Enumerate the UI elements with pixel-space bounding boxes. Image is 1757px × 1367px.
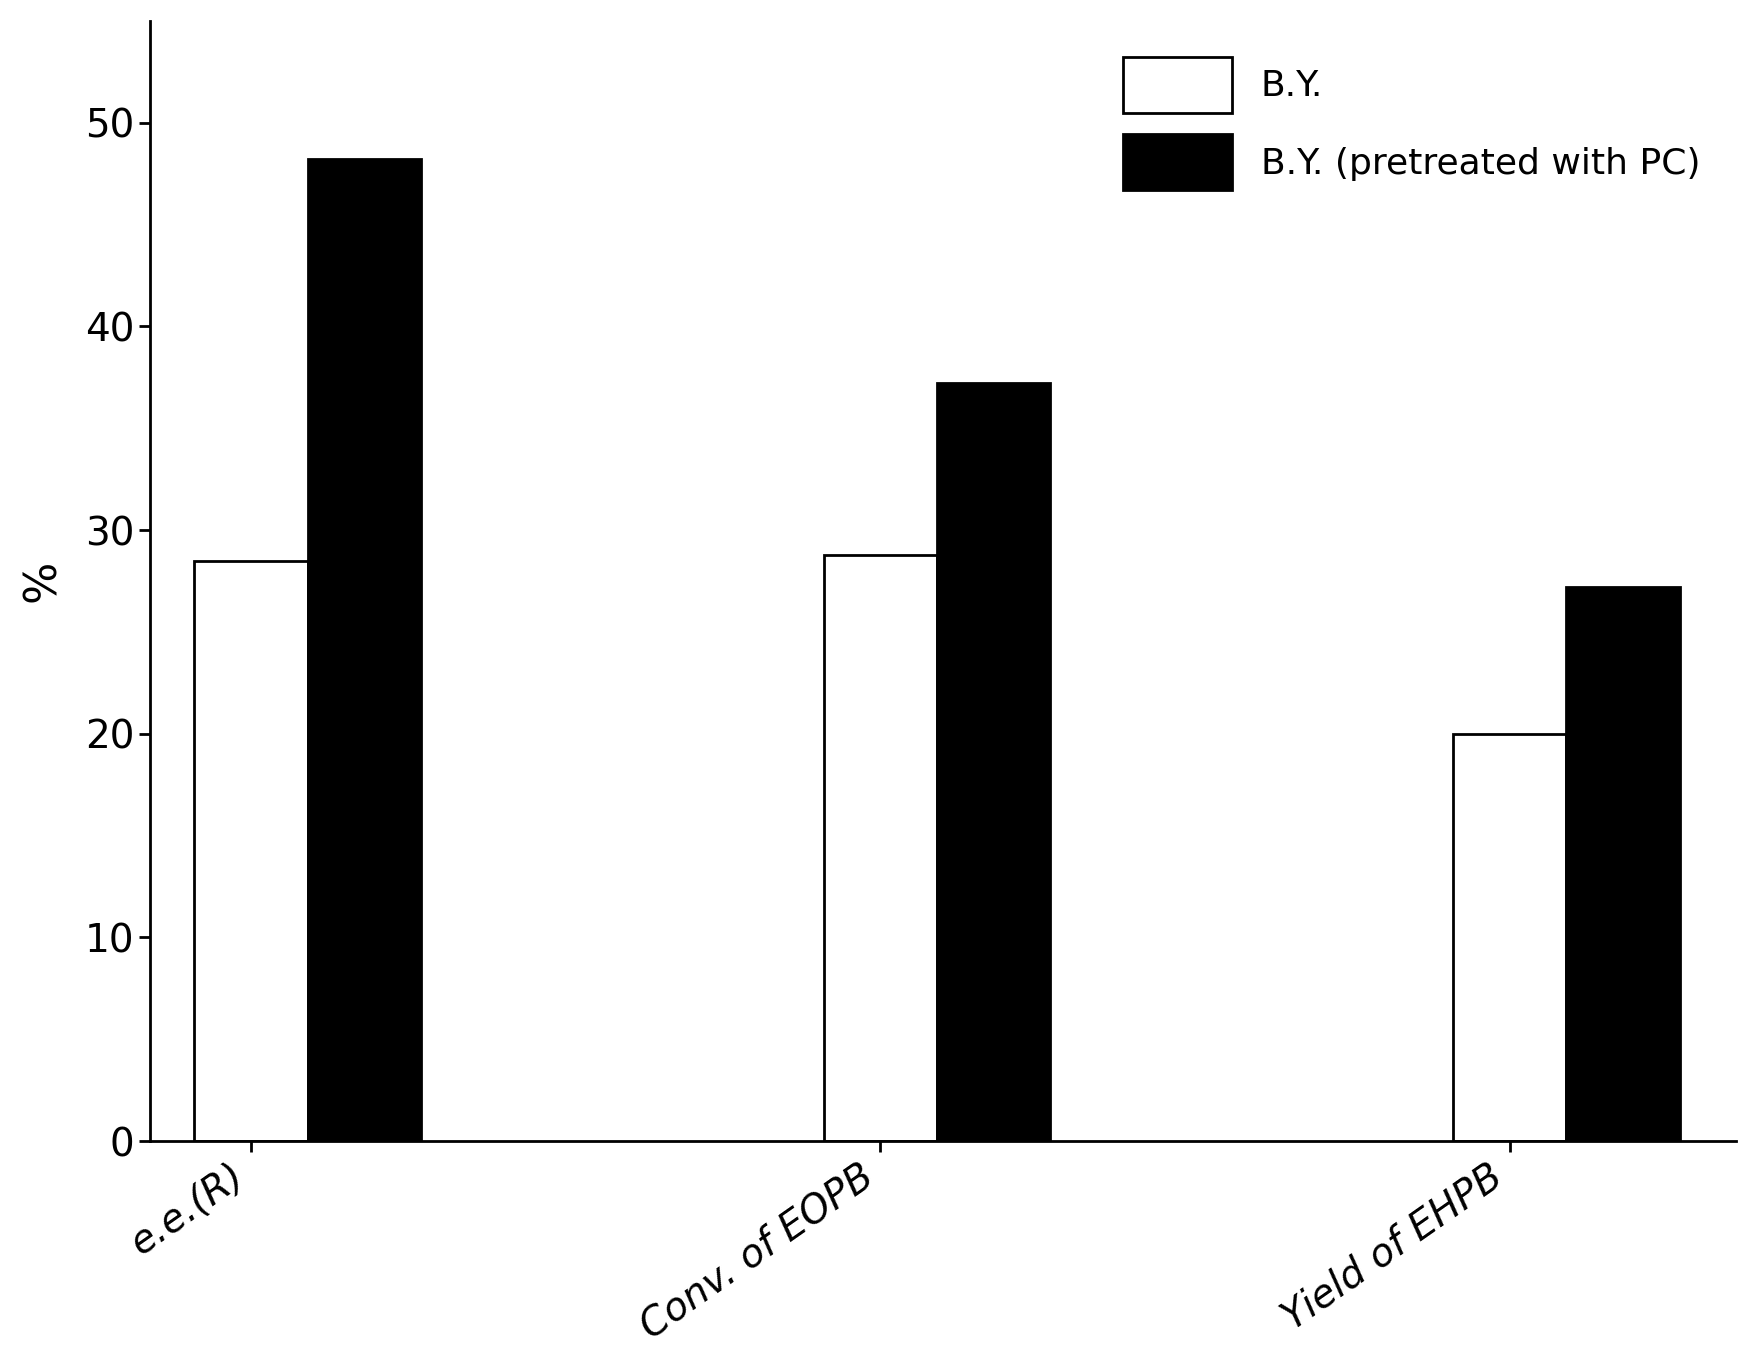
Y-axis label: %: % <box>21 560 63 603</box>
Bar <box>936 383 1051 1141</box>
Bar <box>824 555 936 1141</box>
Bar <box>1453 734 1565 1141</box>
Legend: B.Y., B.Y. (pretreated with PC): B.Y., B.Y. (pretreated with PC) <box>1105 38 1718 208</box>
Bar <box>307 160 422 1141</box>
Bar <box>1565 586 1680 1141</box>
Bar <box>195 560 307 1141</box>
